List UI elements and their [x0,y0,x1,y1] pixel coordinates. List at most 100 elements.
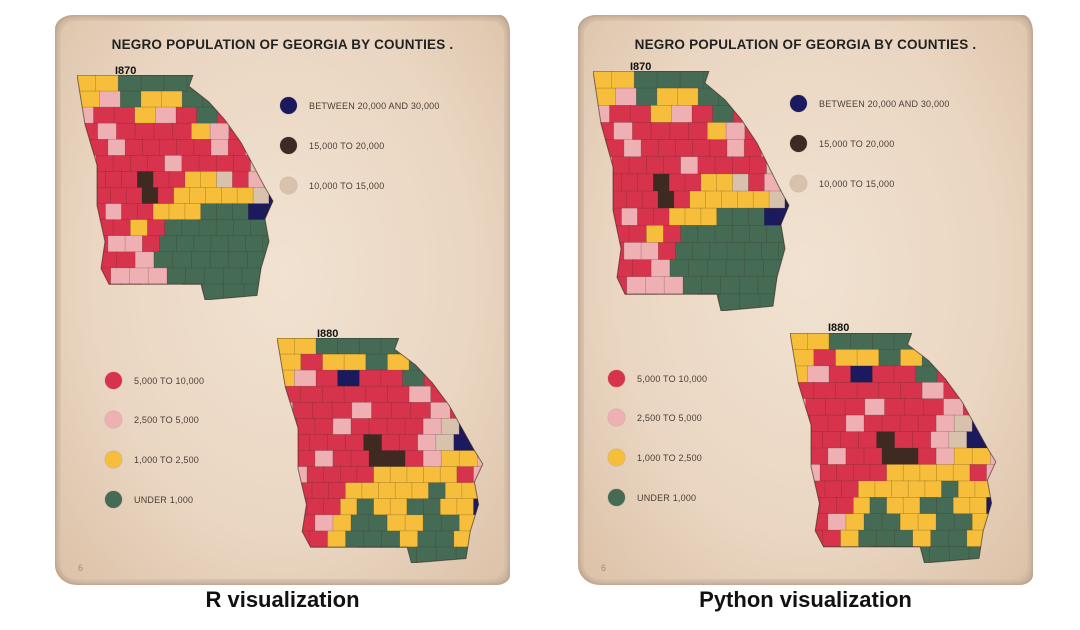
county-shape [731,156,751,175]
county-shape [684,173,702,192]
county-shape [387,353,410,372]
county-shape [227,235,247,253]
county-shape [314,450,334,468]
county-shape [78,187,96,205]
county-shape [637,173,655,192]
county-shape [381,530,401,548]
county-shape [176,139,195,157]
county-shape [712,104,735,124]
county-shape [894,529,914,548]
county-shape [863,513,883,531]
county-shape [184,203,202,221]
county-shape [924,480,943,499]
county-shape [671,104,693,124]
county-shape [725,122,746,141]
county-shape [243,90,266,109]
county-shape [900,349,923,367]
county-shape [467,338,483,356]
county-shape [621,173,639,192]
county-shape [417,434,437,452]
legend-swatch [280,137,297,154]
county-shape [216,171,234,189]
county-shape [986,349,996,367]
county-shape [473,385,483,404]
county-shape [232,203,250,221]
county-shape [430,402,452,420]
county-shape [296,514,316,532]
county-shape [845,414,865,433]
county-shape [161,90,184,109]
county-shape [359,369,382,388]
county-shape [147,267,168,285]
county-shape [594,259,615,278]
legend-swatch [105,411,122,428]
county-shape [593,71,613,90]
county-shape [345,530,365,548]
county-shape [237,106,260,125]
county-shape [863,447,883,466]
county-shape [159,139,178,157]
county-shape [189,187,207,205]
county-shape [444,482,463,500]
county-shape [874,480,893,499]
county-shape [697,225,716,244]
county-shape [986,381,996,400]
county-shape [147,219,166,237]
county-shape [345,482,363,500]
county-shape [594,293,617,311]
county-shape [380,369,404,388]
county-shape [77,235,92,253]
county-shape [428,482,447,500]
county-shape [652,207,671,227]
county-shape [915,333,939,351]
county-shape [78,251,99,269]
county-shape [629,104,652,124]
county-shape [129,219,149,237]
county-shape [822,529,842,548]
county-shape [232,171,250,189]
state-outline [593,71,790,311]
county-shape [658,242,677,261]
county-shape [680,225,699,244]
georgia-map-1880 [790,333,997,563]
county-shape [705,190,723,210]
county-shape [356,466,375,484]
county-shape [692,139,711,158]
county-shape [430,353,454,372]
legend-item-1: BETWEEN 20,000 AND 30,000 [790,95,950,112]
county-shape [809,414,829,433]
county-shape [893,365,917,384]
county-shape [725,71,750,90]
county-shape [90,235,109,253]
county-shape [980,333,996,351]
county-shape [894,431,914,449]
county-shape [900,381,923,400]
county-shape [902,497,921,515]
county-shape [593,242,608,261]
county-shape [255,75,273,93]
county-shape [701,276,722,295]
county-shape [78,155,97,173]
county-shape [306,466,325,484]
county-shape [193,139,212,157]
county-shape [278,514,298,532]
county-shape [718,293,741,311]
county-shape [697,156,716,175]
county-shape [105,171,123,189]
county-shape [264,283,273,300]
county-shape [984,431,996,449]
county-shape [613,122,634,141]
county-shape [845,513,865,531]
county-shape [761,242,780,261]
county-shape [669,122,690,141]
county-shape [456,498,475,516]
county-shape [112,219,132,237]
county-shape [337,546,359,563]
county-shape [423,498,442,516]
county-shape [841,480,860,499]
county-shape [991,480,996,499]
county-shape [768,190,786,210]
legend-label: UNDER 1,000 [637,492,697,503]
county-shape [291,530,311,548]
county-shape [417,530,437,548]
